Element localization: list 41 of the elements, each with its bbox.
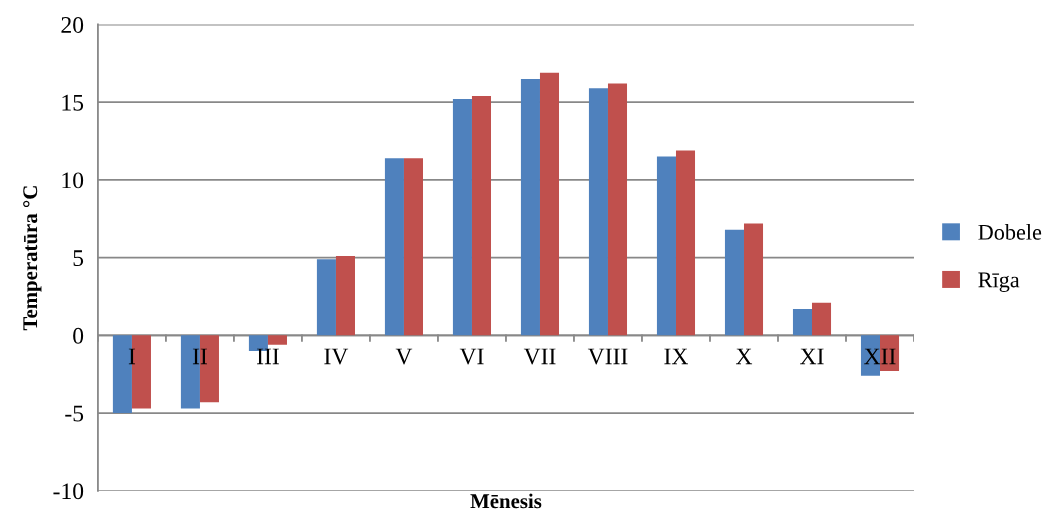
y-tick-label: 0: [73, 327, 84, 344]
bar: [131, 335, 151, 409]
bar: [471, 95, 492, 336]
x-tick-label: I: [128, 348, 136, 365]
legend-label: Dobele: [978, 224, 1042, 240]
y-tick-label: 10: [62, 172, 84, 189]
bar: [588, 88, 608, 336]
y-tick-label: 15: [62, 94, 84, 111]
y-tick-label: 20: [61, 16, 84, 33]
x-tick-label: X: [735, 348, 753, 365]
x-tick-label: IX: [664, 348, 689, 365]
y-tick-label: -5: [65, 405, 84, 422]
legend-label: Rīga: [978, 272, 1020, 292]
x-tick-label: XII: [864, 348, 896, 365]
y-tick-label: -10: [53, 483, 84, 500]
bar: [335, 256, 355, 336]
x-tick-label: IV: [324, 348, 349, 365]
bar: [743, 223, 764, 336]
y-tick-label: 5: [73, 250, 84, 267]
bar: [520, 78, 540, 336]
y-axis-title: Temperatūra °C: [23, 186, 42, 331]
x-tick-label: XI: [800, 348, 824, 365]
x-tick-label: VIII: [587, 348, 628, 365]
bar: [403, 158, 423, 336]
bar: [675, 150, 696, 336]
x-tick-label: VII: [523, 348, 556, 365]
x-tick-label: V: [395, 348, 413, 365]
bar: [607, 83, 628, 336]
bar: [316, 259, 336, 336]
x-tick-label: III: [257, 348, 279, 365]
bar: [724, 229, 744, 336]
bar: [384, 158, 404, 336]
bar: [792, 308, 812, 336]
bar: [539, 72, 560, 336]
bar: [656, 156, 676, 336]
x-tick-label: VI: [459, 348, 484, 365]
bar: [452, 99, 472, 336]
bar: [267, 335, 287, 345]
bar: [811, 302, 832, 336]
x-tick-label: II: [192, 348, 207, 365]
x-axis-title: Mēnesis: [470, 493, 542, 509]
